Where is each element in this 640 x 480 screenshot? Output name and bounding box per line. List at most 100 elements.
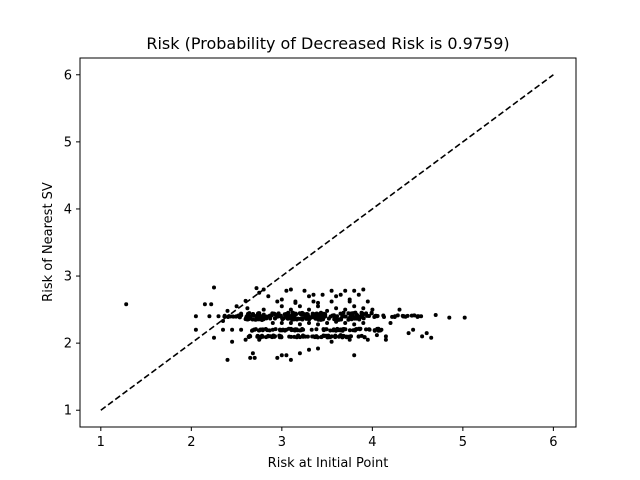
data-point — [316, 300, 320, 305]
data-point — [343, 314, 347, 319]
data-point — [243, 337, 248, 342]
y-tick-label: 1 — [64, 404, 72, 419]
data-point — [193, 314, 198, 319]
data-point — [312, 312, 317, 317]
data-point — [409, 313, 414, 318]
x-axis-label: Risk at Initial Point — [268, 456, 389, 471]
data-point — [258, 335, 263, 340]
data-point — [319, 335, 324, 340]
data-point — [270, 321, 275, 325]
data-point — [289, 334, 294, 339]
data-point — [307, 317, 312, 322]
data-point — [273, 316, 277, 321]
data-point — [263, 327, 268, 331]
data-point — [244, 316, 249, 320]
data-point — [273, 327, 278, 332]
data-point — [346, 311, 351, 316]
data-point — [338, 311, 343, 316]
data-point — [239, 327, 244, 332]
data-point — [400, 313, 405, 318]
x-tick-label: 2 — [187, 435, 195, 450]
data-point — [264, 316, 269, 321]
data-point — [290, 317, 295, 322]
x-axis: 1 2 3 4 5 6 — [97, 427, 558, 450]
data-point — [325, 308, 330, 313]
data-point — [353, 310, 358, 315]
x-tick-label: 4 — [368, 435, 376, 450]
data-point — [207, 314, 212, 319]
data-point — [297, 304, 302, 309]
data-point — [323, 312, 328, 317]
data-point — [447, 315, 452, 320]
data-point — [230, 339, 235, 344]
data-point — [332, 313, 336, 318]
data-point — [243, 298, 248, 303]
data-point — [272, 334, 277, 339]
x-tick-label: 3 — [278, 435, 286, 450]
data-point — [367, 327, 372, 332]
data-point — [429, 335, 434, 340]
y-tick-label: 4 — [64, 202, 72, 217]
data-point — [374, 333, 379, 338]
data-point — [288, 307, 293, 312]
y-tick-label: 3 — [64, 270, 72, 285]
data-point — [326, 334, 331, 339]
data-point — [275, 355, 280, 360]
data-point — [297, 322, 302, 327]
data-point — [257, 290, 262, 295]
data-point — [352, 288, 357, 293]
data-point — [250, 317, 255, 322]
data-point — [354, 327, 359, 332]
data-point — [288, 321, 293, 325]
data-point — [362, 335, 367, 340]
data-point — [361, 306, 366, 311]
data-point — [279, 321, 284, 325]
x-tick-label: 6 — [549, 435, 557, 450]
data-point — [334, 306, 339, 311]
data-point — [333, 333, 338, 338]
data-point — [230, 327, 235, 332]
data-point — [338, 292, 343, 297]
data-point — [279, 304, 284, 309]
data-point — [290, 310, 295, 315]
data-point — [225, 357, 230, 362]
data-point — [284, 288, 289, 293]
data-point — [272, 311, 277, 316]
data-point — [364, 311, 369, 316]
data-point — [343, 288, 348, 293]
data-point — [357, 317, 362, 322]
data-point — [260, 318, 264, 322]
data-point — [329, 334, 334, 339]
data-point — [256, 328, 261, 333]
data-point — [369, 310, 374, 315]
data-point — [250, 351, 255, 356]
reference-line — [100, 74, 554, 411]
data-point — [294, 327, 299, 332]
data-point — [365, 337, 370, 342]
data-point — [316, 304, 320, 309]
data-point — [395, 313, 400, 318]
data-point — [367, 314, 371, 318]
data-point — [221, 319, 225, 323]
data-point — [356, 292, 361, 297]
data-point — [261, 287, 266, 292]
data-point — [307, 347, 311, 352]
data-point — [279, 297, 284, 302]
data-point — [381, 313, 386, 318]
data-point — [325, 321, 330, 325]
data-point — [420, 334, 425, 339]
data-point — [212, 285, 216, 290]
data-point — [254, 317, 259, 322]
data-point — [286, 310, 291, 315]
data-point — [221, 327, 225, 332]
data-point — [376, 326, 381, 331]
data-point — [424, 331, 429, 336]
data-point — [347, 328, 352, 333]
data-point — [349, 311, 354, 316]
data-point — [305, 312, 310, 317]
data-point — [347, 299, 352, 304]
data-point — [359, 311, 364, 316]
data-point — [416, 314, 421, 319]
data-point — [255, 334, 260, 339]
data-point — [311, 299, 316, 304]
